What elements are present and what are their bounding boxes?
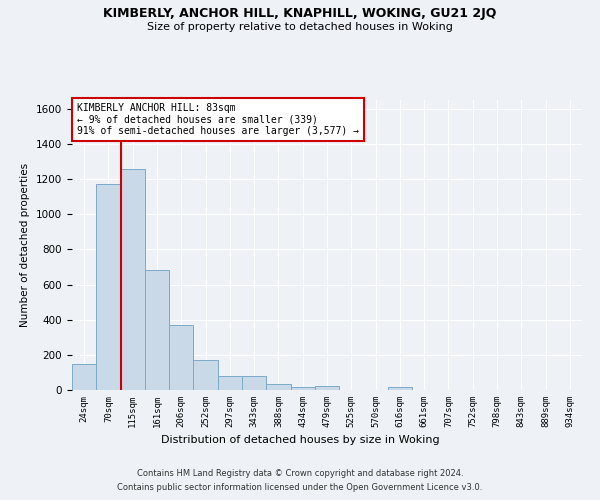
Bar bbox=[388, 388, 412, 390]
Bar bbox=[193, 360, 218, 390]
Text: Distribution of detached houses by size in Woking: Distribution of detached houses by size … bbox=[161, 435, 439, 445]
Bar bbox=[72, 364, 96, 390]
Text: KIMBERLY, ANCHOR HILL, KNAPHILL, WOKING, GU21 2JQ: KIMBERLY, ANCHOR HILL, KNAPHILL, WOKING,… bbox=[103, 8, 497, 20]
Bar bbox=[169, 325, 193, 390]
Bar bbox=[218, 376, 242, 390]
Bar bbox=[266, 384, 290, 390]
Text: Contains public sector information licensed under the Open Government Licence v3: Contains public sector information licen… bbox=[118, 484, 482, 492]
Bar bbox=[121, 170, 145, 390]
Text: Contains HM Land Registry data © Crown copyright and database right 2024.: Contains HM Land Registry data © Crown c… bbox=[137, 468, 463, 477]
Y-axis label: Number of detached properties: Number of detached properties bbox=[20, 163, 31, 327]
Text: KIMBERLY ANCHOR HILL: 83sqm
← 9% of detached houses are smaller (339)
91% of sem: KIMBERLY ANCHOR HILL: 83sqm ← 9% of deta… bbox=[77, 103, 359, 136]
Bar bbox=[315, 386, 339, 390]
Bar bbox=[96, 184, 121, 390]
Bar bbox=[242, 376, 266, 390]
Bar bbox=[290, 388, 315, 390]
Text: Size of property relative to detached houses in Woking: Size of property relative to detached ho… bbox=[147, 22, 453, 32]
Bar bbox=[145, 270, 169, 390]
